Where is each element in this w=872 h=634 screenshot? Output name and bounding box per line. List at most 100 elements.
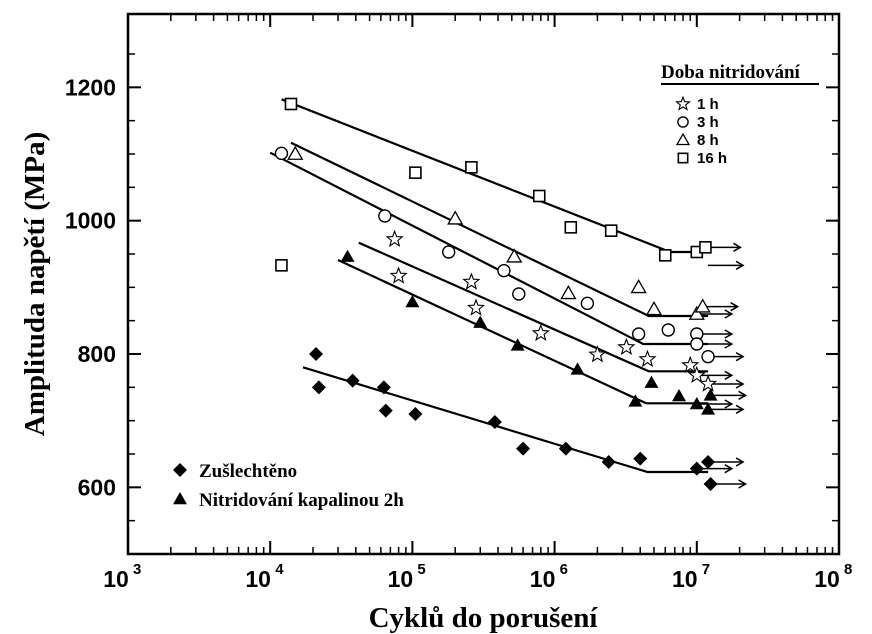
data-point bbox=[309, 347, 324, 361]
data-point bbox=[409, 166, 422, 179]
fit-line bbox=[290, 141, 709, 318]
x-tick-exponent: 5 bbox=[417, 561, 425, 578]
data-point bbox=[506, 248, 523, 263]
legend-marker bbox=[173, 463, 187, 477]
data-point bbox=[465, 161, 478, 174]
data-point bbox=[601, 455, 616, 469]
data-point bbox=[275, 259, 288, 272]
fit-line bbox=[269, 151, 709, 346]
x-tick-exponent: 3 bbox=[133, 561, 141, 578]
fit-line bbox=[337, 259, 709, 405]
y-tick-label: 1200 bbox=[65, 74, 116, 100]
data-point bbox=[580, 296, 595, 311]
runout-arrowhead bbox=[724, 309, 734, 319]
data-point bbox=[531, 323, 550, 342]
legend-marker bbox=[675, 132, 691, 146]
legend-marker bbox=[677, 116, 689, 128]
data-point bbox=[699, 374, 718, 392]
legend-marker bbox=[677, 152, 689, 164]
data-point bbox=[644, 375, 659, 388]
x-tick-exponent: 8 bbox=[844, 561, 852, 578]
data-point bbox=[630, 279, 647, 294]
data-point bbox=[532, 189, 546, 203]
fit-line bbox=[358, 241, 709, 373]
runout-arrowhead bbox=[724, 339, 734, 349]
fit-lines bbox=[269, 98, 709, 474]
data-point bbox=[681, 355, 700, 374]
data-point bbox=[462, 272, 481, 290]
data-point bbox=[689, 397, 704, 410]
data-point bbox=[284, 97, 298, 111]
x-tick-exponent: 7 bbox=[702, 561, 710, 578]
data-point bbox=[672, 389, 687, 402]
data-point bbox=[564, 221, 578, 234]
legend-marker bbox=[173, 492, 187, 505]
data-point bbox=[516, 441, 531, 456]
data-point bbox=[408, 407, 423, 421]
data-point bbox=[487, 415, 502, 429]
legend-material: Zušlechtěno Nitridování kapalinou 2h bbox=[173, 461, 404, 511]
x-tick-label: 10 bbox=[672, 566, 698, 592]
data-point bbox=[376, 380, 391, 395]
data-point bbox=[631, 327, 646, 341]
data-point bbox=[385, 229, 404, 248]
data-point bbox=[687, 365, 706, 384]
x-tick-label: 10 bbox=[103, 566, 129, 592]
y-axis-title: Amplituda napětí (MPa) bbox=[19, 132, 51, 437]
x-axis-title: Cyklů do porušení bbox=[369, 602, 599, 634]
runout-arrowhead bbox=[738, 390, 748, 400]
fit-line bbox=[281, 98, 709, 254]
legend-label: 8 h bbox=[697, 132, 719, 149]
y-tick-label: 1000 bbox=[65, 208, 116, 234]
data-point bbox=[588, 345, 607, 363]
plot-frame bbox=[126, 12, 841, 556]
x-tick-label: 10 bbox=[388, 566, 414, 592]
data-point bbox=[510, 338, 525, 351]
data-point bbox=[441, 245, 456, 259]
data-point bbox=[658, 249, 672, 262]
x-tick-label: 10 bbox=[245, 566, 271, 592]
data-point bbox=[661, 323, 675, 337]
legend-label: 3 h bbox=[697, 114, 719, 131]
data-point bbox=[701, 349, 715, 364]
data-point bbox=[638, 349, 657, 368]
runout-arrowhead bbox=[724, 370, 734, 380]
data-point bbox=[699, 241, 712, 254]
runout-arrowhead bbox=[735, 352, 745, 362]
runout-arrowhead bbox=[735, 260, 745, 270]
data-point bbox=[497, 263, 511, 278]
runout-arrowhead bbox=[735, 404, 745, 414]
data-point bbox=[690, 337, 704, 351]
runout-arrowhead bbox=[733, 242, 742, 252]
data-point bbox=[703, 477, 718, 491]
legend-marker bbox=[674, 95, 692, 111]
data-point bbox=[617, 337, 636, 356]
data-point bbox=[701, 402, 716, 415]
data-point bbox=[389, 266, 408, 284]
fit-line bbox=[302, 366, 709, 474]
data-point bbox=[628, 394, 643, 407]
y-tick-label: 800 bbox=[78, 341, 116, 367]
x-tick-label: 10 bbox=[530, 566, 556, 592]
legend-label: 16 h bbox=[697, 150, 727, 167]
data-point bbox=[473, 315, 488, 328]
data-point bbox=[447, 210, 464, 225]
runout-arrowhead bbox=[724, 464, 734, 474]
runout-arrowhead bbox=[738, 479, 748, 489]
x-tick-exponent: 4 bbox=[275, 561, 284, 578]
data-point bbox=[688, 305, 705, 320]
x-tick-label: 10 bbox=[814, 566, 840, 592]
data-point bbox=[512, 287, 526, 301]
data-point bbox=[703, 388, 718, 401]
data-points bbox=[274, 97, 718, 491]
runout-arrows bbox=[696, 242, 748, 489]
data-point bbox=[560, 285, 577, 300]
legend-title: Doba nitridování bbox=[661, 62, 801, 83]
runout-arrowhead bbox=[735, 379, 745, 389]
data-point bbox=[405, 295, 420, 308]
data-point bbox=[378, 403, 393, 418]
legend-label: Nitridování kapalinou 2h bbox=[199, 490, 404, 511]
data-point bbox=[340, 249, 355, 262]
data-point bbox=[604, 224, 618, 237]
